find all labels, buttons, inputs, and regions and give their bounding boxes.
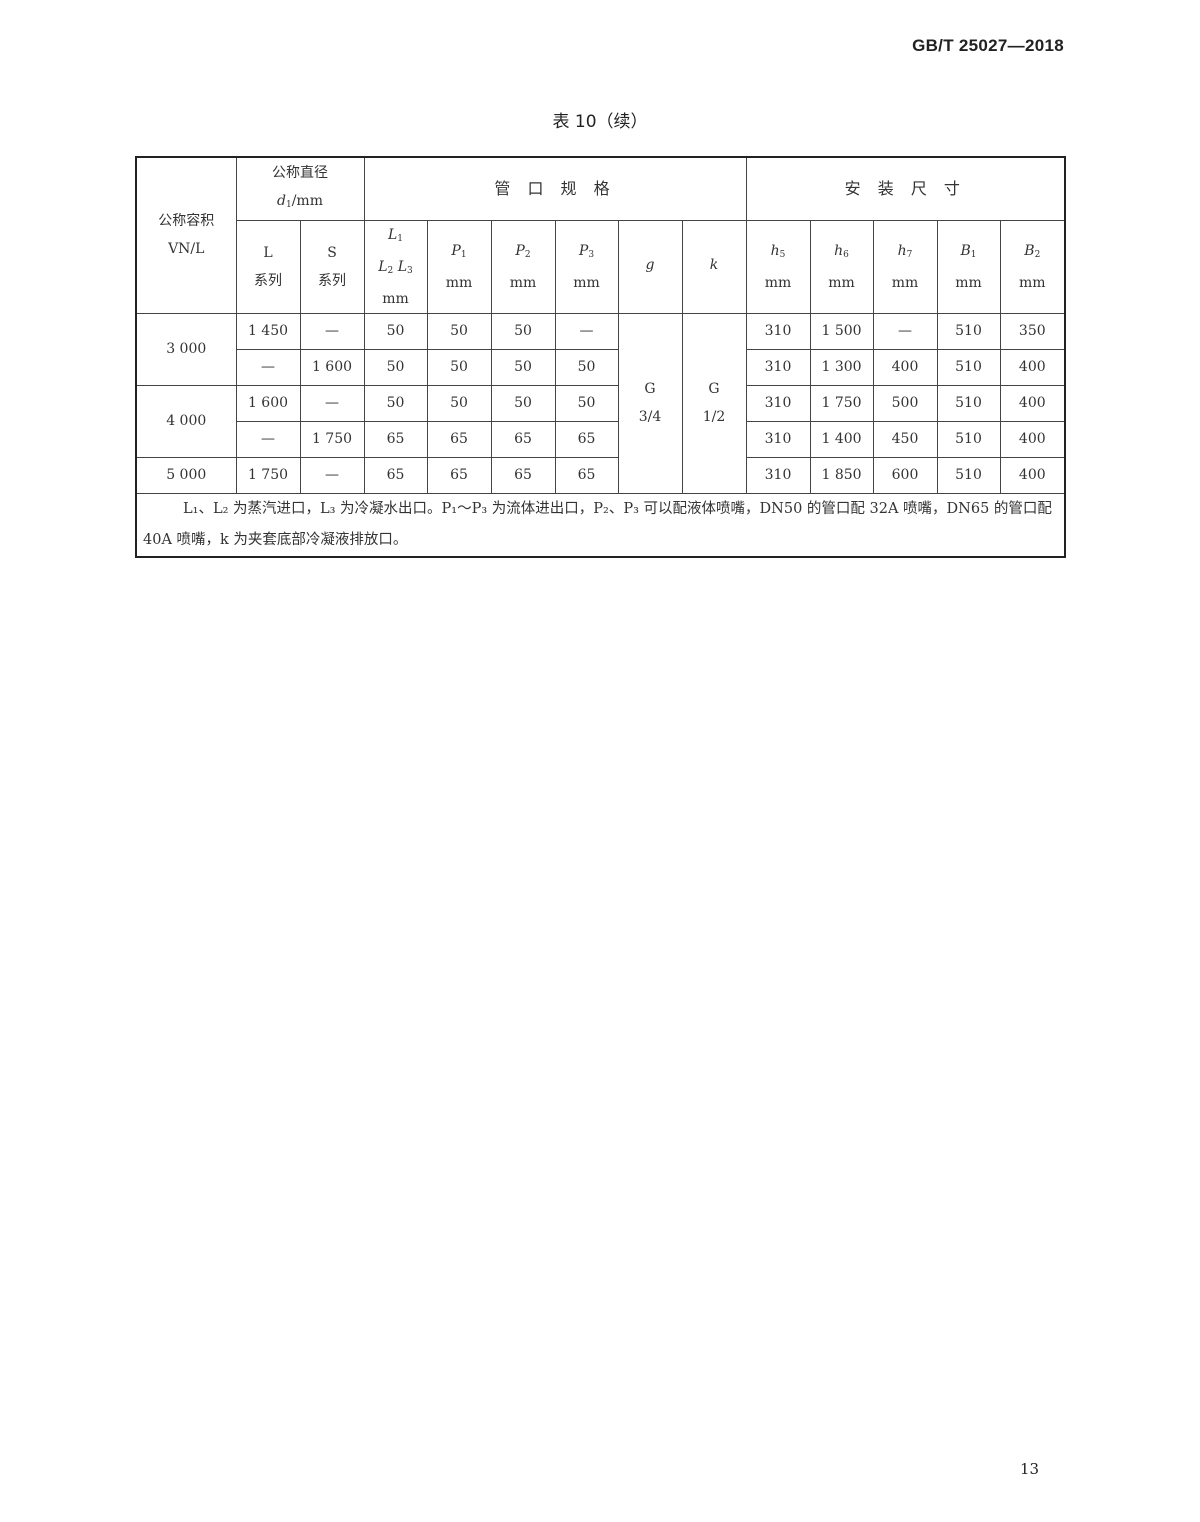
header-col: P2 mm: [490, 219, 556, 314]
table-cell: 65: [490, 456, 556, 494]
table-cell: 65: [363, 420, 428, 458]
header-col: P1 mm: [426, 219, 492, 314]
table-cell: 510: [936, 384, 1001, 422]
spec-table: 公称容积 VN/L 公称直径 d1/mm 管 口 规 格 安 装 尺 寸 L 系列 S…: [135, 156, 1067, 558]
table-cell: 65: [426, 420, 492, 458]
table-cell: 65: [490, 420, 556, 458]
table-cell: 400: [999, 420, 1066, 458]
table-cell: 1 750: [235, 456, 301, 494]
header-volume: 公称容积 VN/L: [135, 156, 237, 314]
table-cell: 400: [999, 348, 1066, 386]
standard-code: GB/T 25027—2018: [912, 36, 1064, 55]
table-cell: 50: [363, 312, 428, 350]
table-cell: 400: [999, 384, 1066, 422]
table-cell: 310: [745, 384, 811, 422]
table-cell: —: [554, 312, 619, 350]
table-cell: 50: [490, 348, 556, 386]
table-cell: 65: [426, 456, 492, 494]
table-cell: 310: [745, 348, 811, 386]
header-col: B2 mm: [999, 219, 1066, 314]
table-cell: 400: [872, 348, 938, 386]
header-col: h6 mm: [809, 219, 874, 314]
table-cell: 1 400: [809, 420, 874, 458]
table-cell: 65: [363, 456, 428, 494]
volume-cell: 5 000: [135, 456, 237, 494]
table-cell: 1 500: [809, 312, 874, 350]
table-cell: 50: [490, 312, 556, 350]
table-cell: 1 450: [235, 312, 301, 350]
table-cell: 1 600: [299, 348, 365, 386]
table-cell: 50: [554, 348, 619, 386]
table-cell: 50: [426, 312, 492, 350]
header-col: B1 mm: [936, 219, 1001, 314]
header-l123: L1 L2 L3 mm: [363, 219, 428, 314]
table-cell: 510: [936, 312, 1001, 350]
table-cell: 310: [745, 420, 811, 458]
header-col: h5 mm: [745, 219, 811, 314]
volume-cell: 4 000: [135, 384, 237, 458]
g-value: G 3/4: [617, 312, 683, 494]
table-cell: 50: [426, 384, 492, 422]
table-cell: 510: [936, 348, 1001, 386]
table-cell: 600: [872, 456, 938, 494]
header-col: k: [681, 219, 747, 314]
header-l-series: L 系列: [235, 219, 301, 314]
header-diameter: 公称直径 d1/mm: [235, 156, 365, 221]
table-cell: 1 850: [809, 456, 874, 494]
table-cell: —: [299, 312, 365, 350]
table-cell: —: [235, 420, 301, 458]
table-row: —1 750 65 65 65 65 310 1 400 450 510 400: [136, 420, 1066, 458]
table-note: L₁、L₂ 为蒸汽进口，L₃ 为冷凝水出口。P₁～P₃ 为流体进出口，P₂、P₃…: [135, 492, 1066, 558]
header-col: h7 mm: [872, 219, 938, 314]
table-cell: 50: [426, 348, 492, 386]
table-cell: 310: [745, 456, 811, 494]
table-cell: 450: [872, 420, 938, 458]
table-cell: 50: [490, 384, 556, 422]
table-cell: 65: [554, 456, 619, 494]
header-pipe-spec: 管 口 规 格: [363, 156, 747, 221]
table-cell: 1 600: [235, 384, 301, 422]
table-cell: 310: [745, 312, 811, 350]
table-cell: 350: [999, 312, 1066, 350]
volume-cell: 3 000: [135, 312, 237, 386]
table-cell: 50: [363, 348, 428, 386]
table-cell: —: [299, 456, 365, 494]
header-s-series: S 系列: [299, 219, 365, 314]
table-row: 5 000 1 750—65 65 65 65 310 1 850 600 510 400: [135, 456, 1066, 494]
table-cell: —: [872, 312, 938, 350]
page-number: 13: [1020, 1460, 1040, 1478]
table-cell: 50: [554, 384, 619, 422]
table-cell: 510: [936, 420, 1001, 458]
table-caption: 表 10（续）: [552, 112, 648, 132]
table-cell: —: [235, 348, 301, 386]
header-col: g: [617, 219, 683, 314]
table-row: 3 000 1 450—50 50 50— G 3/4 G 1/2 310 1 500—510 35…: [135, 312, 1066, 494]
table-row: —1 600 50 50 50 50 310 1 300 400 510 400: [136, 348, 1066, 386]
table-cell: 500: [872, 384, 938, 422]
table-cell: 65: [554, 420, 619, 458]
header-col: P3 mm: [554, 219, 619, 314]
table-cell: 400: [999, 456, 1066, 494]
table-cell: 50: [363, 384, 428, 422]
table-cell: 1 750: [299, 420, 365, 458]
table-cell: 510: [936, 456, 1001, 494]
header-install: 安 装 尺 寸: [745, 156, 1066, 221]
table-cell: 1 300: [809, 348, 874, 386]
table-cell: —: [299, 384, 365, 422]
table-cell: 1 750: [809, 384, 874, 422]
table-row: 4 000 1 600—50 50 50 50 310 1 750 500 510 400: [135, 384, 1066, 458]
k-value: G 1/2: [681, 312, 747, 494]
